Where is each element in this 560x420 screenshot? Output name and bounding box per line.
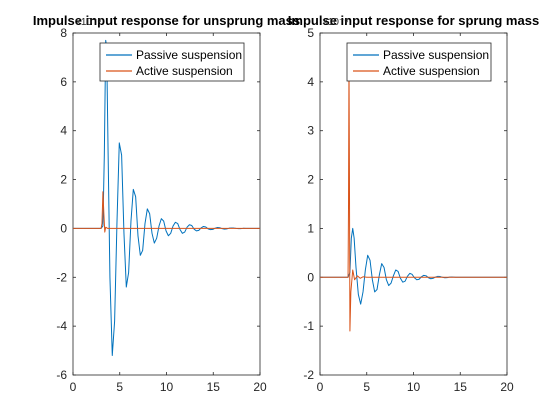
unsprung-y-tick-label: -6 xyxy=(56,368,67,382)
unsprung-legend: Passive suspension Active suspension xyxy=(99,42,245,82)
sprung-legend-box xyxy=(346,42,492,82)
sprung-y-tick-label: 0 xyxy=(307,270,314,284)
unsprung-y-tick-label: 0 xyxy=(60,221,67,235)
unsprung-y-tick-label: 2 xyxy=(60,173,67,187)
sprung-legend-active: Active suspension xyxy=(383,64,480,78)
sprung-x-tick-label: 15 xyxy=(454,380,468,394)
unsprung-y-tick-label: 8 xyxy=(60,26,67,40)
unsprung-legend-passive: Passive suspension xyxy=(136,48,242,62)
sprung-x-tick-label: 5 xyxy=(363,380,370,394)
sprung-legend-passive: Passive suspension xyxy=(383,48,489,62)
sprung-y-tick-label: 5 xyxy=(307,26,314,40)
unsprung-series-lines xyxy=(73,39,260,356)
sprung-y-tick-label: 2 xyxy=(307,173,314,187)
unsprung-y-tick-label: -2 xyxy=(56,270,67,284)
sprung-mass-plot: Impulse input response for sprung mass ×… xyxy=(288,13,539,394)
unsprung-axes: 0 5 10 15 20 -6 -4 -2 0 2 4 6 8 xyxy=(56,26,267,394)
sprung-x-tick-label: 0 xyxy=(317,380,324,394)
unsprung-x-tick-label: 5 xyxy=(116,380,123,394)
unsprung-legend-active: Active suspension xyxy=(136,64,233,78)
unsprung-x-tick-label: 15 xyxy=(207,380,221,394)
sprung-y-tick-label: 3 xyxy=(307,124,314,138)
sprung-x-tick-label: 20 xyxy=(500,380,514,394)
unsprung-y-tick-label: 6 xyxy=(60,75,67,89)
sprung-y-tick-label: -2 xyxy=(303,368,314,382)
sprung-legend: Passive suspension Active suspension xyxy=(346,42,492,82)
unsprung-y-exponent: ×10⁻⁵ xyxy=(75,17,101,28)
sprung-y-tick-label: -1 xyxy=(303,319,314,333)
sprung-axes-box xyxy=(319,32,508,376)
sprung-series-active-line xyxy=(320,56,507,332)
unsprung-axes-box xyxy=(72,32,261,376)
unsprung-y-tick-label: -4 xyxy=(56,319,67,333)
sprung-y-exponent: ×10⁻⁶ xyxy=(322,17,348,28)
unsprung-legend-box xyxy=(99,42,245,82)
sprung-plot-title: Impulse input response for sprung mass xyxy=(288,13,539,28)
sprung-y-tick-label: 1 xyxy=(307,221,314,235)
sprung-axes: 0 5 10 15 20 -2 -1 0 1 2 3 4 5 xyxy=(303,26,514,394)
sprung-series-lines xyxy=(320,56,507,332)
unsprung-plot-title: Impulse input response for unsprung mass xyxy=(33,13,300,28)
sprung-x-tick-label: 10 xyxy=(407,380,421,394)
unsprung-series-passive-line xyxy=(73,39,260,356)
unsprung-mass-plot: Impulse input response for unsprung mass… xyxy=(33,13,300,394)
unsprung-x-tick-label: 10 xyxy=(160,380,174,394)
unsprung-series-active-line xyxy=(73,191,260,233)
unsprung-y-tick-label: 4 xyxy=(60,124,67,138)
unsprung-x-tick-label: 0 xyxy=(70,380,77,394)
sprung-y-tick-label: 4 xyxy=(307,75,314,89)
unsprung-x-tick-label: 20 xyxy=(253,380,267,394)
